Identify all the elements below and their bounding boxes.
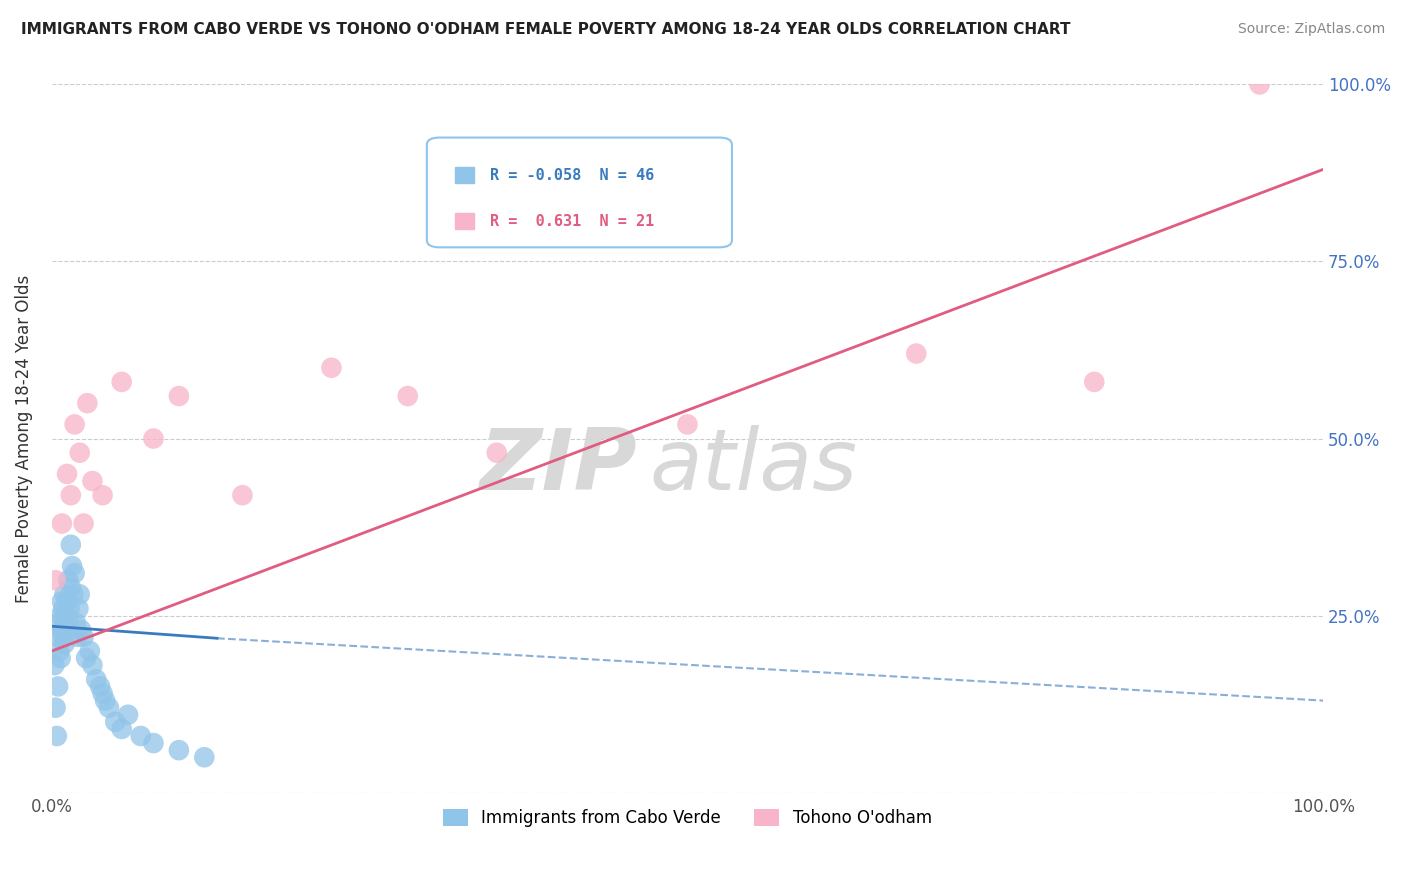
Point bbox=[167, 389, 190, 403]
Point bbox=[79, 644, 101, 658]
Point bbox=[65, 615, 87, 630]
Point bbox=[167, 743, 190, 757]
Point bbox=[55, 608, 77, 623]
Point bbox=[62, 587, 84, 601]
Point bbox=[69, 587, 91, 601]
Point bbox=[59, 488, 82, 502]
Text: R = -0.058  N = 46: R = -0.058 N = 46 bbox=[489, 168, 654, 183]
Point bbox=[58, 601, 80, 615]
Point bbox=[56, 467, 79, 481]
Point bbox=[53, 587, 76, 601]
Point bbox=[72, 516, 94, 531]
FancyBboxPatch shape bbox=[454, 213, 474, 229]
Point bbox=[905, 346, 928, 360]
Point bbox=[231, 488, 253, 502]
Point bbox=[51, 516, 73, 531]
Point bbox=[76, 396, 98, 410]
Point bbox=[94, 693, 117, 707]
Point bbox=[51, 623, 73, 637]
Point bbox=[51, 594, 73, 608]
Point bbox=[45, 573, 67, 587]
Point bbox=[58, 573, 80, 587]
Point bbox=[1083, 375, 1105, 389]
Point bbox=[45, 729, 67, 743]
Y-axis label: Female Poverty Among 18-24 Year Olds: Female Poverty Among 18-24 Year Olds bbox=[15, 275, 32, 603]
Point bbox=[117, 707, 139, 722]
FancyBboxPatch shape bbox=[427, 137, 733, 247]
Text: R =  0.631  N = 21: R = 0.631 N = 21 bbox=[489, 213, 654, 228]
Point bbox=[1249, 78, 1271, 92]
Point bbox=[58, 615, 80, 630]
Point bbox=[89, 680, 111, 694]
Point bbox=[82, 474, 104, 488]
Point bbox=[48, 644, 70, 658]
Point bbox=[97, 700, 120, 714]
Point bbox=[46, 630, 69, 644]
Point bbox=[91, 686, 114, 700]
Text: Source: ZipAtlas.com: Source: ZipAtlas.com bbox=[1237, 22, 1385, 37]
Point bbox=[60, 559, 83, 574]
Point bbox=[84, 673, 107, 687]
Point bbox=[66, 630, 89, 644]
Point bbox=[56, 594, 79, 608]
Point bbox=[52, 601, 75, 615]
Point bbox=[45, 700, 67, 714]
Point bbox=[67, 601, 90, 615]
Point bbox=[321, 360, 343, 375]
Point bbox=[129, 729, 152, 743]
Point bbox=[104, 714, 127, 729]
Point bbox=[63, 417, 86, 432]
Point bbox=[91, 488, 114, 502]
Point bbox=[44, 658, 66, 673]
Point bbox=[69, 446, 91, 460]
Point bbox=[75, 651, 97, 665]
Point bbox=[485, 446, 508, 460]
Point bbox=[46, 680, 69, 694]
Point bbox=[48, 615, 70, 630]
Point bbox=[111, 375, 134, 389]
Point bbox=[676, 417, 699, 432]
Point bbox=[59, 580, 82, 594]
Point bbox=[193, 750, 215, 764]
Point bbox=[111, 722, 134, 736]
Point bbox=[49, 651, 72, 665]
Point bbox=[49, 608, 72, 623]
Point bbox=[142, 432, 165, 446]
Point bbox=[82, 658, 104, 673]
Point bbox=[142, 736, 165, 750]
Point bbox=[53, 637, 76, 651]
Point bbox=[59, 538, 82, 552]
Point bbox=[70, 623, 93, 637]
Point bbox=[396, 389, 419, 403]
Point bbox=[63, 566, 86, 580]
Point bbox=[52, 630, 75, 644]
Text: ZIP: ZIP bbox=[479, 425, 637, 508]
Point bbox=[72, 630, 94, 644]
Legend: Immigrants from Cabo Verde, Tohono O'odham: Immigrants from Cabo Verde, Tohono O'odh… bbox=[436, 803, 939, 834]
Text: atlas: atlas bbox=[650, 425, 858, 508]
FancyBboxPatch shape bbox=[454, 168, 474, 183]
Text: IMMIGRANTS FROM CABO VERDE VS TOHONO O'ODHAM FEMALE POVERTY AMONG 18-24 YEAR OLD: IMMIGRANTS FROM CABO VERDE VS TOHONO O'O… bbox=[21, 22, 1070, 37]
